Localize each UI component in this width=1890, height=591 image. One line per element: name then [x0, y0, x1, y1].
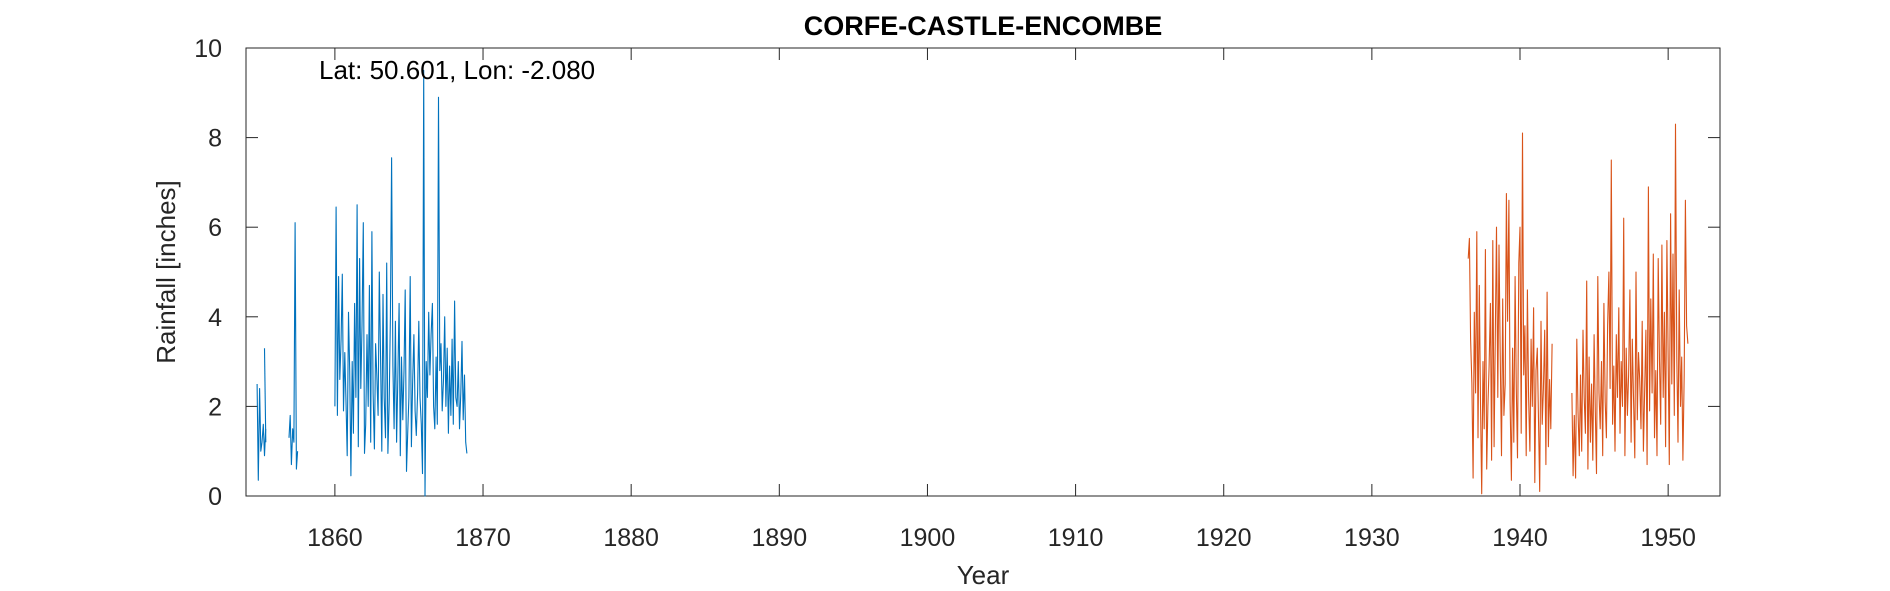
y-tick-label: 2 [208, 393, 222, 421]
x-tick-label: 1870 [455, 524, 511, 552]
series-1-line-segment-1 [256, 383, 267, 481]
plot-area-box [245, 47, 1721, 497]
series-1-line-segment-3 [288, 222, 299, 470]
series-1-line-segment-2 [263, 348, 267, 443]
x-tick-label: 1950 [1640, 524, 1696, 552]
series-2-line-segment-1 [1467, 132, 1553, 495]
x-tick-label: 1880 [603, 524, 659, 552]
data-series [256, 69, 1689, 497]
series-1-line-segment-4 [334, 69, 468, 497]
x-tick-label: 1940 [1492, 524, 1548, 552]
y-tick-label: 10 [194, 35, 222, 63]
y-tick-label: 6 [208, 214, 222, 242]
y-tick-label: 4 [208, 304, 222, 332]
x-tick-label: 1860 [307, 524, 363, 552]
x-tick-label: 1900 [900, 524, 956, 552]
location-annotation: Lat: 50.601, Lon: -2.080 [319, 55, 595, 85]
chart-title: CORFE-CASTLE-ENCOMBE [804, 11, 1163, 41]
x-tick-label: 1910 [1048, 524, 1104, 552]
y-axis: 0 2 4 6 8 10 [194, 35, 1720, 511]
y-tick-label: 8 [208, 125, 222, 153]
y-axis-label: Rainfall [inches] [151, 180, 181, 364]
x-axis-label: Year [957, 560, 1010, 590]
x-axis: 1860 1870 1880 1890 1900 1910 1920 1930 1940 1950 [307, 48, 1696, 552]
x-tick-label: 1930 [1344, 524, 1400, 552]
x-tick-label: 1890 [751, 524, 807, 552]
series-2-line-segment-2 [1571, 123, 1689, 479]
y-tick-label: 0 [208, 483, 222, 511]
x-tick-label: 1920 [1196, 524, 1252, 552]
